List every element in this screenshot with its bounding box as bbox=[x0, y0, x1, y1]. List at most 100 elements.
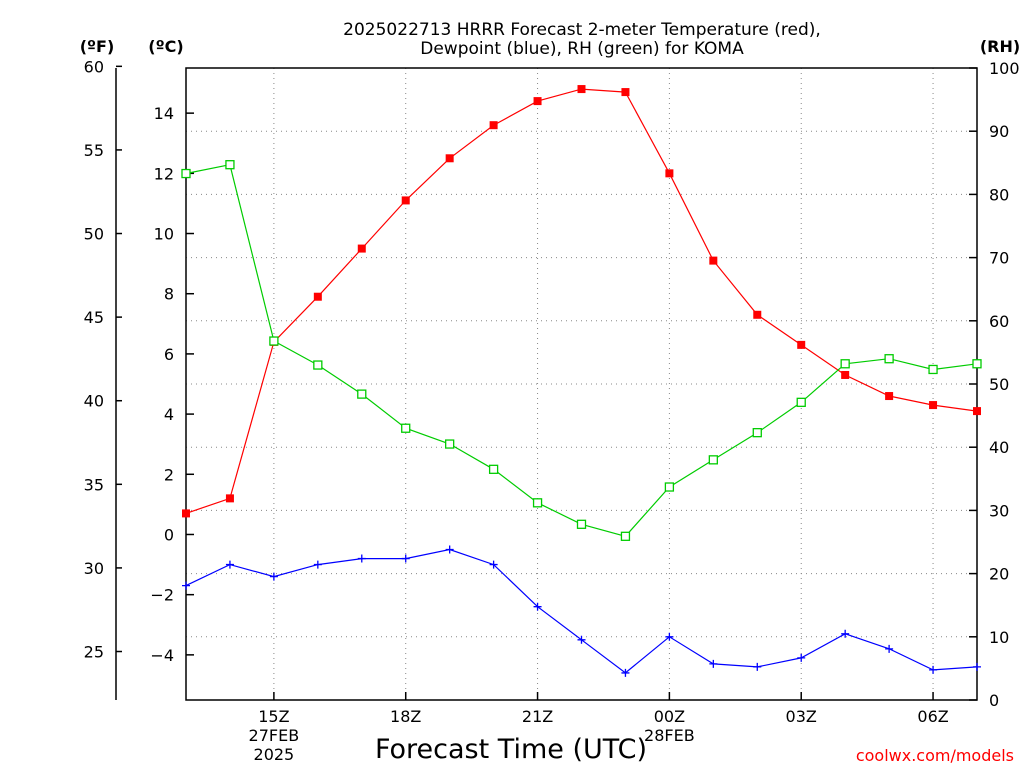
fahrenheit-tick-label: 55 bbox=[84, 141, 104, 160]
rh-point bbox=[884, 354, 894, 364]
celsius-tick-label: 2 bbox=[164, 465, 174, 484]
rh-point bbox=[840, 359, 850, 369]
rh-tick-label: 30 bbox=[989, 501, 1009, 520]
rh-point bbox=[225, 160, 235, 170]
dewpoint-point bbox=[841, 629, 850, 638]
rh-point bbox=[488, 464, 499, 474]
temperature-point bbox=[797, 340, 806, 349]
fahrenheit-tick-label: 25 bbox=[84, 643, 104, 662]
dewpoint-point bbox=[973, 662, 981, 671]
temperature-point bbox=[401, 196, 410, 205]
temperature-point bbox=[885, 392, 894, 401]
fahrenheit-tick-label: 50 bbox=[84, 225, 104, 244]
rh-point bbox=[401, 423, 411, 433]
dewpoint-point bbox=[445, 545, 454, 554]
temperature-point bbox=[621, 88, 630, 97]
dewpoint-series bbox=[182, 545, 981, 677]
celsius-tick-label: 6 bbox=[164, 345, 174, 364]
fahrenheit-tick-label: 40 bbox=[84, 392, 104, 411]
x-tick-label: 2025 bbox=[254, 745, 295, 764]
rh-point bbox=[445, 439, 455, 449]
temperature-line bbox=[185, 88, 978, 514]
celsius-tick-label: 10 bbox=[154, 225, 174, 244]
temperature-point bbox=[445, 154, 454, 163]
rh-tick-label: 40 bbox=[989, 438, 1009, 457]
rh-point bbox=[664, 482, 675, 492]
dewpoint-point bbox=[665, 632, 674, 641]
celsius-tick-label: 4 bbox=[164, 405, 174, 424]
temperature-series bbox=[182, 85, 981, 518]
dewpoint-point bbox=[269, 572, 278, 581]
rh-point bbox=[576, 519, 587, 529]
celsius-tick-label: 14 bbox=[154, 104, 174, 123]
celsius-tick-label: −4 bbox=[150, 646, 174, 665]
watermark-text: coolwx.com/models bbox=[856, 746, 1014, 765]
dewpoint-point bbox=[489, 560, 498, 569]
celsius-tick-label: 0 bbox=[164, 525, 174, 544]
temperature-point bbox=[357, 244, 366, 253]
rh-tick-label: 80 bbox=[989, 185, 1009, 204]
temperature-point bbox=[753, 310, 762, 319]
temperature-point bbox=[973, 407, 981, 416]
dewpoint-point bbox=[709, 659, 718, 668]
rh-tick-label: 50 bbox=[989, 375, 1009, 394]
tick-labels: −4 −2 0 2 4 6 8 10 12 14 25 30 35 40 45 50 55 60 0 10 20 30 40… bbox=[84, 57, 1020, 764]
x-tick-label: 21Z bbox=[522, 707, 553, 726]
dewpoint-point bbox=[753, 662, 762, 671]
rh-tick-label: 60 bbox=[989, 312, 1009, 331]
rh-point bbox=[269, 336, 279, 346]
dewpoint-point bbox=[885, 644, 894, 653]
temperature-point bbox=[841, 370, 850, 379]
rh-unit-label: (RH) bbox=[980, 37, 1020, 56]
celsius-tick-label: −2 bbox=[150, 586, 174, 605]
rh-tick-label: 70 bbox=[989, 249, 1009, 268]
rh-point bbox=[532, 498, 543, 508]
rh-point bbox=[708, 455, 718, 465]
dewpoint-line bbox=[185, 548, 978, 674]
temperature-point bbox=[929, 401, 938, 410]
fahrenheit-tick-label: 35 bbox=[84, 475, 104, 494]
dewpoint-point bbox=[577, 635, 586, 644]
dewpoint-point bbox=[357, 554, 366, 563]
dewpoint-point bbox=[313, 560, 322, 569]
temperature-point bbox=[533, 97, 542, 106]
rh-tick-label: 100 bbox=[989, 59, 1020, 78]
rh-line bbox=[185, 163, 978, 537]
temperature-point bbox=[709, 256, 718, 265]
rh-point bbox=[752, 428, 762, 438]
temperature-point bbox=[489, 121, 498, 130]
axes bbox=[115, 65, 978, 701]
rh-series bbox=[181, 160, 982, 541]
grid-lines bbox=[186, 68, 977, 700]
dewpoint-point bbox=[929, 665, 938, 674]
dewpoint-point bbox=[225, 560, 234, 569]
x-tick-label: 18Z bbox=[390, 707, 421, 726]
x-tick-label: 03Z bbox=[786, 707, 817, 726]
rh-tick-label: 10 bbox=[989, 628, 1009, 647]
dewpoint-point bbox=[797, 653, 806, 662]
temperature-point bbox=[313, 292, 322, 301]
rh-point bbox=[181, 168, 191, 179]
fahrenheit-unit-label: (ºF) bbox=[80, 37, 115, 56]
temperature-point bbox=[577, 85, 586, 94]
dewpoint-point bbox=[182, 581, 190, 590]
x-tick-label: 28FEB bbox=[644, 726, 695, 745]
rh-tick-label: 0 bbox=[989, 691, 999, 710]
x-tick-label: 15Z bbox=[258, 707, 289, 726]
chart-title-line-1: 2025022713 HRRR Forecast 2-meter Tempera… bbox=[343, 20, 821, 40]
temperature-point bbox=[225, 494, 234, 503]
rh-tick-label: 20 bbox=[989, 565, 1009, 584]
rh-point bbox=[972, 359, 982, 369]
x-tick-label: 00Z bbox=[654, 707, 685, 726]
rh-point bbox=[620, 531, 631, 541]
x-axis-title: Forecast Time (UTC) bbox=[375, 734, 647, 765]
dewpoint-point bbox=[533, 602, 542, 611]
rh-point bbox=[357, 389, 367, 399]
chart-title-line-2: Dewpoint (blue), RH (green) for KOMA bbox=[420, 39, 744, 59]
fahrenheit-tick-label: 30 bbox=[84, 559, 104, 578]
rh-point bbox=[796, 397, 806, 407]
celsius-tick-label: 8 bbox=[164, 285, 174, 304]
x-tick-label: 27FEB bbox=[249, 726, 300, 745]
fahrenheit-tick-label: 45 bbox=[84, 308, 104, 327]
